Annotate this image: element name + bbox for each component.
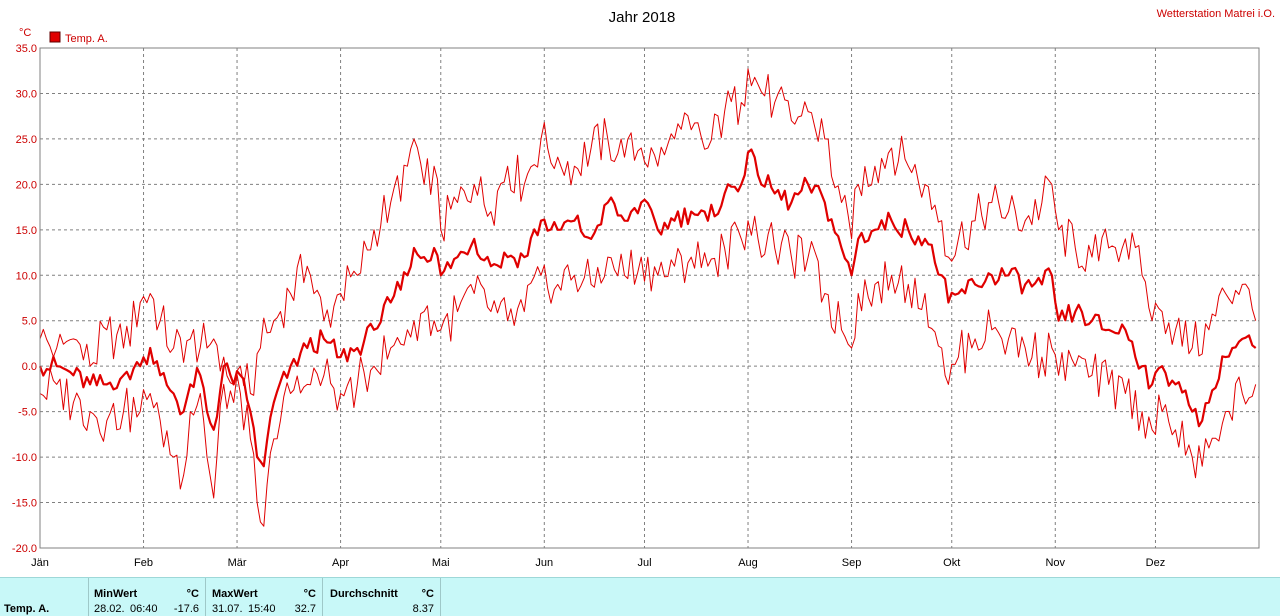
x-tick-label: Apr: [332, 557, 349, 569]
y-axis-unit: °C: [19, 27, 31, 39]
statistics-bar: Temp. A. MinWert °C 28.02. 06:40 -17.6 M…: [0, 577, 1280, 616]
chart-title: Jahr 2018: [609, 9, 676, 26]
y-tick-label: -20.0: [12, 543, 37, 555]
station-name: Wetterstation Matrei i.O.: [1157, 8, 1275, 20]
min-header: MinWert: [94, 588, 138, 600]
series-line-mean: [38, 148, 1257, 468]
grid: [40, 48, 1259, 548]
x-tick-label: Jun: [535, 557, 553, 569]
x-tick-label: Mai: [432, 557, 450, 569]
y-tick-label: 25.0: [16, 134, 37, 146]
max-cell: MaxWert °C 31.07. 15:40 32.7: [206, 578, 323, 616]
series-line-min: [39, 215, 1257, 527]
max-time: 15:40: [248, 603, 276, 615]
y-tick-label: 15.0: [16, 225, 37, 237]
y-tick-label: -15.0: [12, 498, 37, 510]
y-tick-label: -10.0: [12, 452, 37, 464]
x-tick-label: Feb: [134, 557, 153, 569]
x-tick-label: Dez: [1146, 557, 1166, 569]
max-header: MaxWert: [212, 588, 258, 600]
y-tick-label: 20.0: [16, 179, 37, 191]
axis-ticks: 35.0 30.0 25.0 20.0 15.0 10.0 5.0 0.0 -5.0 -10.0 -…: [12, 43, 1165, 569]
series-lines: [38, 68, 1257, 527]
x-tick-label: Aug: [738, 557, 758, 569]
avg-header: Durchschnitt: [330, 588, 398, 600]
x-tick-label: Okt: [943, 557, 960, 569]
y-tick-label: 0.0: [22, 361, 37, 373]
stats-label-cell: Temp. A.: [0, 578, 89, 616]
y-tick-label: 30.0: [16, 88, 37, 100]
min-value: -17.6: [173, 603, 199, 615]
y-tick-label: 35.0: [16, 43, 37, 55]
min-time: 06:40: [130, 603, 158, 615]
avg-unit: °C: [421, 588, 434, 600]
max-unit: °C: [303, 588, 316, 600]
legend-label: Temp. A.: [65, 33, 108, 45]
avg-value: 8.37: [412, 603, 434, 615]
min-date: 28.02.: [94, 603, 125, 615]
temperature-chart: Jahr 2018 Wetterstation Matrei i.O. °C T…: [12, 8, 1275, 569]
legend-swatch: [49, 31, 61, 43]
min-cell: MinWert °C 28.02. 06:40 -17.6: [89, 578, 206, 616]
x-tick-label: Sep: [842, 557, 862, 569]
series-line-max: [39, 68, 1257, 396]
max-date: 31.07.: [212, 603, 243, 615]
y-tick-label: -5.0: [18, 407, 37, 419]
y-tick-label: 10.0: [16, 270, 37, 282]
avg-cell: Durchschnitt °C 8.37: [323, 578, 441, 616]
y-tick-label: 5.0: [22, 316, 37, 328]
x-tick-label: Jul: [637, 557, 651, 569]
x-tick-label: Mär: [228, 557, 247, 569]
x-tick-label: Nov: [1045, 557, 1065, 569]
min-unit: °C: [186, 588, 199, 600]
legend: Temp. A.: [49, 31, 108, 45]
max-value: 32.7: [294, 603, 316, 615]
x-tick-label: Jän: [31, 557, 49, 569]
stats-row-label: Temp. A.: [4, 603, 50, 615]
plot-frame: [39, 47, 1260, 549]
